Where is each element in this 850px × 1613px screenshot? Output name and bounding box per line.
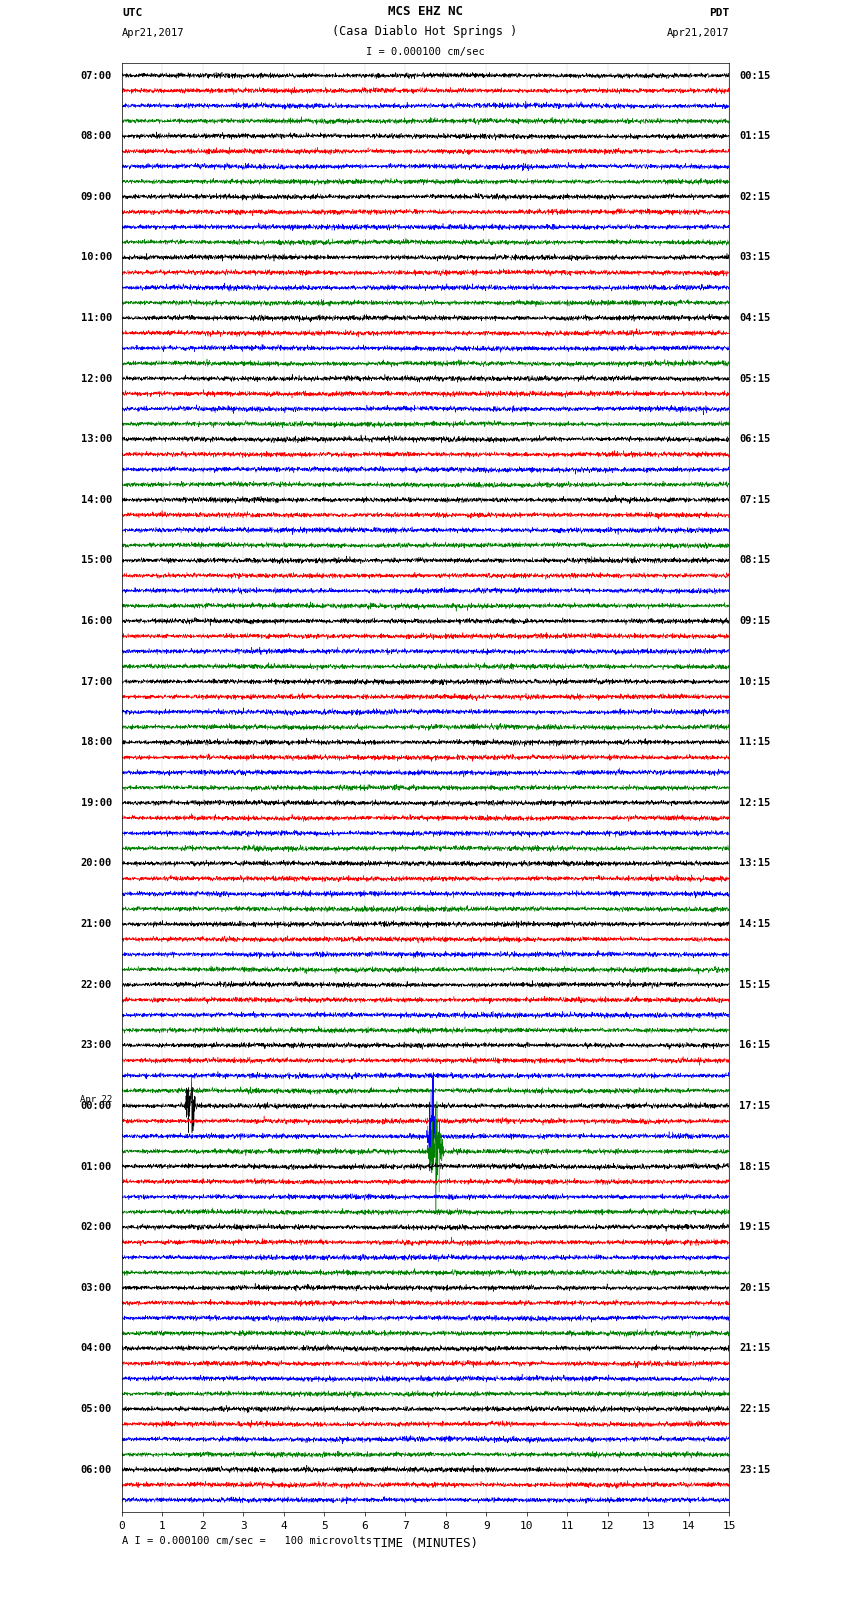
Text: Apr21,2017: Apr21,2017: [122, 27, 184, 37]
Text: 08:15: 08:15: [740, 555, 770, 566]
Text: 10:00: 10:00: [81, 252, 112, 263]
Text: 15:15: 15:15: [740, 979, 770, 990]
Text: I = 0.000100 cm/sec: I = 0.000100 cm/sec: [366, 47, 484, 56]
Text: A I = 0.000100 cm/sec =   100 microvolts: A I = 0.000100 cm/sec = 100 microvolts: [122, 1536, 372, 1547]
Text: 03:15: 03:15: [740, 252, 770, 263]
Text: 18:00: 18:00: [81, 737, 112, 747]
Text: 20:00: 20:00: [81, 858, 112, 868]
Text: Apr21,2017: Apr21,2017: [666, 27, 729, 37]
Text: PDT: PDT: [709, 8, 729, 18]
Text: 07:00: 07:00: [81, 71, 112, 81]
Text: 07:15: 07:15: [740, 495, 770, 505]
Text: 02:00: 02:00: [81, 1223, 112, 1232]
Text: Apr 22: Apr 22: [80, 1095, 112, 1103]
Text: 05:15: 05:15: [740, 374, 770, 384]
Text: 01:00: 01:00: [81, 1161, 112, 1171]
Text: 06:15: 06:15: [740, 434, 770, 444]
Text: 11:15: 11:15: [740, 737, 770, 747]
Text: 02:15: 02:15: [740, 192, 770, 202]
Text: 20:15: 20:15: [740, 1282, 770, 1292]
Text: 11:00: 11:00: [81, 313, 112, 323]
Text: 17:15: 17:15: [740, 1102, 770, 1111]
Text: 17:00: 17:00: [81, 676, 112, 687]
Text: 13:00: 13:00: [81, 434, 112, 444]
Text: 12:15: 12:15: [740, 798, 770, 808]
Text: 22:15: 22:15: [740, 1403, 770, 1415]
Text: MCS EHZ NC: MCS EHZ NC: [388, 5, 462, 18]
Text: 14:00: 14:00: [81, 495, 112, 505]
Text: 09:15: 09:15: [740, 616, 770, 626]
Text: 10:15: 10:15: [740, 676, 770, 687]
Text: 18:15: 18:15: [740, 1161, 770, 1171]
Text: 23:00: 23:00: [81, 1040, 112, 1050]
Text: 09:00: 09:00: [81, 192, 112, 202]
Text: 12:00: 12:00: [81, 374, 112, 384]
Text: 06:00: 06:00: [81, 1465, 112, 1474]
Text: 00:15: 00:15: [740, 71, 770, 81]
Text: 21:15: 21:15: [740, 1344, 770, 1353]
Text: 19:15: 19:15: [740, 1223, 770, 1232]
Text: 04:15: 04:15: [740, 313, 770, 323]
Text: 16:00: 16:00: [81, 616, 112, 626]
Text: UTC: UTC: [122, 8, 142, 18]
Text: 23:15: 23:15: [740, 1465, 770, 1474]
Text: 04:00: 04:00: [81, 1344, 112, 1353]
Text: 03:00: 03:00: [81, 1282, 112, 1292]
Text: 19:00: 19:00: [81, 798, 112, 808]
Text: 22:00: 22:00: [81, 979, 112, 990]
Text: 15:00: 15:00: [81, 555, 112, 566]
Text: 08:00: 08:00: [81, 131, 112, 140]
Text: 05:00: 05:00: [81, 1403, 112, 1415]
Text: 16:15: 16:15: [740, 1040, 770, 1050]
Text: 14:15: 14:15: [740, 919, 770, 929]
Text: 01:15: 01:15: [740, 131, 770, 140]
Text: 00:00: 00:00: [81, 1102, 112, 1111]
X-axis label: TIME (MINUTES): TIME (MINUTES): [373, 1537, 478, 1550]
Text: (Casa Diablo Hot Springs ): (Casa Diablo Hot Springs ): [332, 24, 518, 37]
Text: 21:00: 21:00: [81, 919, 112, 929]
Text: 13:15: 13:15: [740, 858, 770, 868]
